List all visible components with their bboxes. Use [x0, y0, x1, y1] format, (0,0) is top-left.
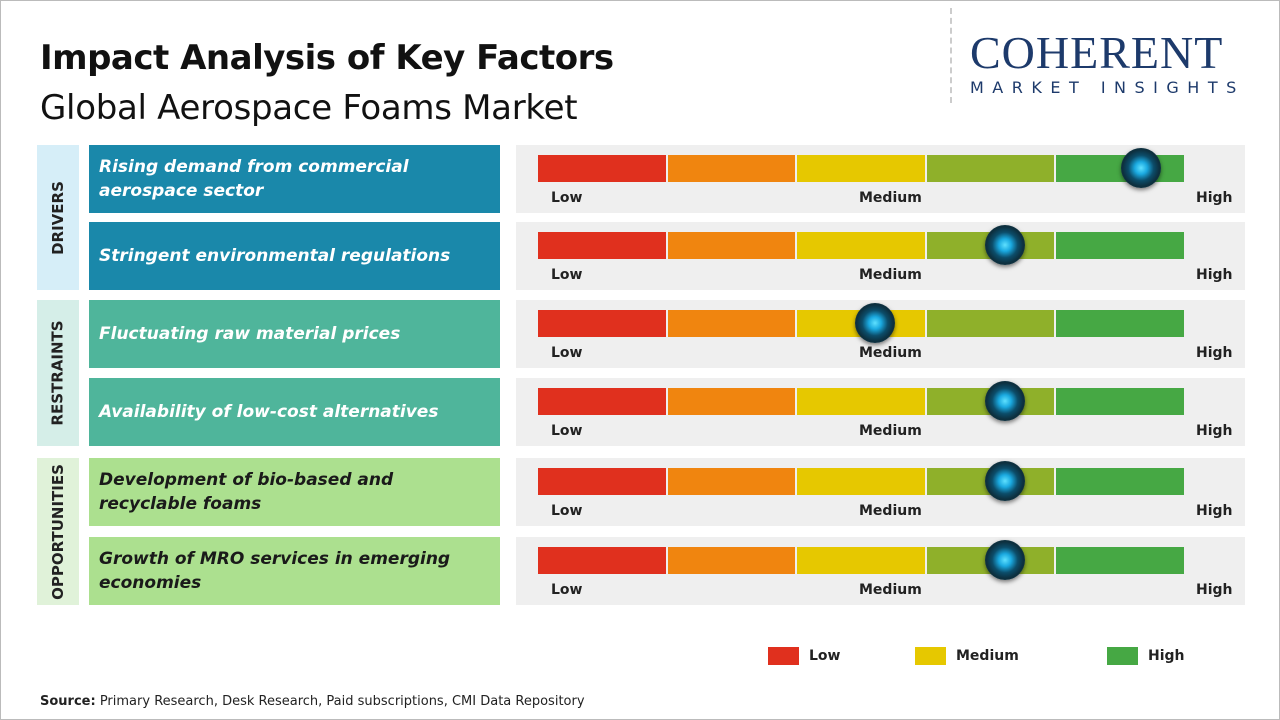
impact-indicator-knob — [1120, 148, 1161, 188]
impact-scale-bar — [538, 232, 1186, 259]
factor-text: Availability of low-cost alternatives — [99, 402, 439, 422]
impact-indicator-knob — [854, 303, 895, 343]
scale-label-low: Low — [551, 190, 583, 206]
factor-box: Rising demand from commercial aerospace … — [89, 145, 500, 213]
scale-segment — [926, 310, 1055, 337]
legend-swatch — [768, 647, 799, 665]
factor-text: Fluctuating raw material prices — [99, 324, 401, 344]
impact-gauge: Low Medium High — [516, 458, 1245, 526]
scale-label-high: High — [1196, 503, 1233, 519]
factor-box: Fluctuating raw material prices — [89, 300, 500, 368]
source-label: Source: — [40, 694, 96, 709]
scale-label-low: Low — [551, 582, 583, 598]
page-subtitle: Global Aerospace Foams Market — [40, 88, 578, 128]
impact-indicator-knob — [984, 540, 1025, 580]
company-logo: COHERENT MARKET INSIGHTS — [970, 27, 1260, 98]
scale-segment — [797, 388, 925, 415]
category-label: DRIVERS — [49, 180, 68, 255]
impact-scale-bar — [538, 547, 1186, 574]
scale-segment — [1056, 232, 1184, 259]
scale-segment — [1056, 468, 1184, 495]
scale-label-medium: Medium — [859, 423, 922, 439]
scale-segment — [667, 232, 796, 259]
legend-label: Medium — [956, 648, 1019, 664]
scale-segment — [797, 232, 925, 259]
legend-swatch — [1107, 647, 1138, 665]
scale-label-low: Low — [551, 267, 583, 283]
scale-label-medium: Medium — [859, 267, 922, 283]
scale-segment — [667, 388, 796, 415]
scale-label-medium: Medium — [859, 190, 922, 206]
scale-segment — [538, 388, 666, 415]
legend-item-high: High — [1107, 647, 1185, 665]
scale-label-low: Low — [551, 503, 583, 519]
source-text: Primary Research, Desk Research, Paid su… — [95, 694, 585, 709]
scale-label-medium: Medium — [859, 345, 922, 361]
scale-label-low: Low — [551, 423, 583, 439]
impact-scale-bar — [538, 310, 1186, 337]
legend-swatch — [915, 647, 946, 665]
scale-segment — [1056, 388, 1184, 415]
logo-tagline: MARKET INSIGHTS — [970, 78, 1245, 97]
category-drivers: DRIVERS — [37, 145, 79, 290]
scale-segment — [538, 468, 666, 495]
scale-segment — [667, 310, 796, 337]
scale-segment — [538, 547, 666, 574]
impact-gauge: Low Medium High — [516, 145, 1245, 213]
scale-label-medium: Medium — [859, 582, 922, 598]
category-opportunities: OPPORTUNITIES — [37, 458, 79, 605]
category-label: OPPORTUNITIES — [49, 463, 67, 600]
impact-scale-bar — [538, 388, 1186, 415]
factor-box: Availability of low-cost alternatives — [89, 378, 500, 446]
legend-item-low: Low — [768, 647, 840, 665]
impact-indicator-knob — [984, 461, 1025, 501]
scale-segment — [797, 547, 925, 574]
scale-segment — [797, 468, 925, 495]
scale-label-high: High — [1196, 423, 1233, 439]
factor-box: Development of bio-based and recyclable … — [89, 458, 500, 526]
scale-segment — [926, 155, 1055, 182]
scale-segment — [1056, 310, 1184, 337]
scale-segment — [797, 155, 925, 182]
scale-segment — [538, 232, 666, 259]
scale-label-high: High — [1196, 267, 1233, 283]
scale-label-high: High — [1196, 190, 1233, 206]
category-label: RESTRAINTS — [49, 320, 68, 426]
factor-text: Rising demand from commercial aerospace … — [99, 157, 409, 201]
scale-label-high: High — [1196, 345, 1233, 361]
scale-label-low: Low — [551, 345, 583, 361]
legend-label: Low — [809, 648, 841, 664]
impact-scale-bar — [538, 155, 1186, 182]
factor-text: Stringent environmental regulations — [99, 246, 451, 266]
scale-segment — [667, 468, 796, 495]
impact-indicator-knob — [984, 381, 1025, 421]
impact-gauge: Low Medium High — [516, 300, 1245, 368]
factor-text: Development of bio-based and recyclable … — [99, 470, 394, 514]
scale-segment — [1056, 155, 1184, 182]
impact-scale-bar — [538, 468, 1186, 495]
source-note: Source: Primary Research, Desk Research,… — [40, 694, 585, 709]
scale-segment — [667, 155, 796, 182]
scale-segment — [538, 310, 666, 337]
category-restraints: RESTRAINTS — [37, 300, 79, 446]
impact-gauge: Low Medium High — [516, 378, 1245, 446]
scale-label-high: High — [1196, 582, 1233, 598]
impact-gauge: Low Medium High — [516, 222, 1245, 290]
scale-segment — [538, 155, 666, 182]
logo-wordmark: COHERENT — [970, 27, 1224, 78]
factor-text: Growth of MRO services in emerging econo… — [99, 549, 451, 593]
legend-label: High — [1148, 648, 1185, 664]
scale-segment — [667, 547, 796, 574]
impact-gauge: Low Medium High — [516, 537, 1245, 605]
impact-indicator-knob — [984, 225, 1025, 265]
factor-box: Growth of MRO services in emerging econo… — [89, 537, 500, 605]
factor-box: Stringent environmental regulations — [89, 222, 500, 290]
page-title: Impact Analysis of Key Factors — [40, 38, 614, 78]
scale-segment — [1056, 547, 1184, 574]
divider — [950, 8, 952, 103]
legend-item-medium: Medium — [915, 647, 1019, 665]
scale-label-medium: Medium — [859, 503, 922, 519]
